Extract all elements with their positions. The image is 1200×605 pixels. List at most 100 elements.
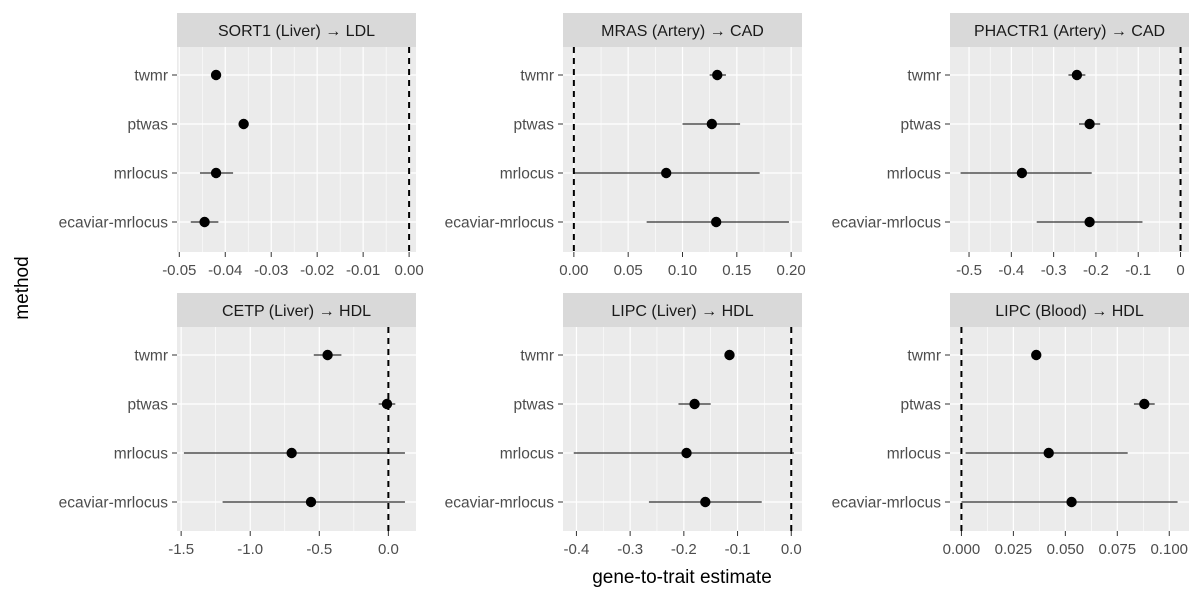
y-tick-label: ecaviar-mrlocus <box>59 495 169 512</box>
y-tick-label: twmr <box>134 348 168 365</box>
facet-panel-1: SORT1 (Liver) → LDL -0.05 -0.04 -0.03 -0.02-… <box>59 13 424 279</box>
point-ecaviar-mrlocus <box>1066 496 1077 508</box>
facet-strip <box>950 293 1189 327</box>
x-tick-label: 0.075 <box>1099 541 1137 558</box>
panel-background <box>177 327 416 531</box>
y-tick-label: mrlocus <box>114 446 169 463</box>
y-tick-label: twmr <box>520 348 554 365</box>
point-mrlocus <box>210 167 222 179</box>
x-tick-label: 0.100 <box>1150 541 1188 558</box>
point-ptwas <box>689 398 700 410</box>
point-twmr <box>712 69 723 81</box>
panel-background <box>177 47 416 252</box>
x-tick-label: -1.0 <box>237 541 263 558</box>
point-mrlocus <box>661 167 672 179</box>
x-tick-label: -0.3 <box>617 541 643 558</box>
x-tick-label: -0.02 <box>300 262 334 279</box>
point-twmr <box>210 69 222 81</box>
x-tick-label: 0.0 <box>378 541 399 558</box>
x-tick-label: -0.4 <box>998 262 1024 279</box>
facet-title: PHACTR1 (Artery) → CAD <box>974 23 1165 40</box>
point-ptwas <box>238 118 249 130</box>
point-mrlocus <box>1016 167 1028 179</box>
x-tick-label: 0.10 <box>668 262 697 279</box>
x-tick-label: 0.00 <box>395 262 424 279</box>
x-tick-label: 0.000 <box>943 541 981 558</box>
x-tick-label: -0.1 <box>725 541 751 558</box>
x-tick-label: -0.4 <box>563 541 589 558</box>
point-twmr <box>1071 69 1083 81</box>
y-tick-label: mrlocus <box>500 446 555 463</box>
x-axis-title: gene-to-trait estimate <box>592 567 772 588</box>
point-twmr <box>322 349 333 361</box>
y-tick-label: ptwas <box>901 397 942 414</box>
y-tick-label: twmr <box>520 68 554 85</box>
x-tick-label: -0.1 <box>1125 262 1151 279</box>
y-tick-label: ptwas <box>128 117 169 134</box>
facet-strip <box>563 293 802 327</box>
x-tick-label: -1.5 <box>168 541 194 558</box>
y-tick-label: mrlocus <box>887 446 942 463</box>
facet-panel-5: LIPC (Liver) → HDL -0.4 -0.3 -0.2 -0.1 0.0 twm… <box>445 293 802 558</box>
x-tick-label: -0.04 <box>208 262 242 279</box>
point-ecaviar-mrlocus <box>700 496 711 508</box>
x-tick-label: -0.3 <box>1041 262 1067 279</box>
facet-strip <box>177 13 416 47</box>
panel-background <box>950 47 1189 252</box>
point-ecaviar-mrlocus <box>710 216 722 228</box>
y-tick-label: twmr <box>134 68 168 85</box>
x-tick-label: -0.2 <box>671 541 697 558</box>
y-tick-label: ecaviar-mrlocus <box>445 495 555 512</box>
point-mrlocus <box>286 447 297 459</box>
point-ecaviar-mrlocus <box>305 496 317 508</box>
y-tick-label: ecaviar-mrlocus <box>832 215 942 232</box>
y-tick-label: ptwas <box>514 397 555 414</box>
y-tick-label: mrlocus <box>500 166 555 183</box>
x-tick-label: 0.025 <box>995 541 1033 558</box>
facet-strip <box>563 13 802 47</box>
y-tick-label: ptwas <box>514 117 555 134</box>
y-tick-label: ecaviar-mrlocus <box>59 215 169 232</box>
point-ecaviar-mrlocus <box>1084 216 1095 228</box>
point-twmr <box>724 349 735 361</box>
x-tick-label: 0.05 <box>614 262 643 279</box>
facet-panel-2: MRAS (Artery) → CAD 0.00 0.05 0.10 0.15 0.20 t… <box>445 13 806 279</box>
y-tick-label: ptwas <box>901 117 942 134</box>
facet-panel-3: PHACTR1 (Artery) → CAD -0.5 -0.4 -0.3 -0.2 -0… <box>832 13 1189 279</box>
x-tick-label: 0 <box>1176 262 1184 279</box>
facet-panel-6: LIPC (Blood) → HDL 0.000 0.025 0.050 0.075 0.… <box>832 293 1189 558</box>
y-axis-title: method <box>12 256 33 319</box>
facet-title: SORT1 (Liver) → LDL <box>218 23 375 40</box>
facet-title: LIPC (Liver) → HDL <box>611 303 753 320</box>
x-tick-label: -0.5 <box>306 541 332 558</box>
x-tick-label: -0.2 <box>1083 262 1109 279</box>
x-tick-label: 0.20 <box>777 262 806 279</box>
x-tick-label: 0.00 <box>559 262 588 279</box>
x-tick-label: 0.15 <box>722 262 751 279</box>
y-tick-label: twmr <box>907 68 941 85</box>
facet-title: CETP (Liver) → HDL <box>222 303 371 320</box>
x-tick-label: 0.050 <box>1047 541 1085 558</box>
x-tick-label: -0.5 <box>956 262 982 279</box>
facet-title: LIPC (Blood) → HDL <box>995 303 1144 320</box>
y-tick-label: twmr <box>907 348 941 365</box>
y-tick-label: ecaviar-mrlocus <box>832 495 942 512</box>
y-tick-label: ecaviar-mrlocus <box>445 215 555 232</box>
point-ptwas <box>381 398 393 410</box>
point-ptwas <box>706 118 718 130</box>
panel-background <box>950 327 1189 531</box>
x-tick-label: -0.03 <box>254 262 288 279</box>
y-tick-label: ptwas <box>128 397 169 414</box>
y-tick-label: mrlocus <box>887 166 942 183</box>
point-ptwas <box>1139 398 1150 410</box>
panel-background <box>563 327 802 531</box>
x-tick-label: -0.05 <box>162 262 196 279</box>
x-tick-label: -0.01 <box>346 262 380 279</box>
facet-strip <box>177 293 416 327</box>
facet-title: MRAS (Artery) → CAD <box>601 23 764 40</box>
point-ecaviar-mrlocus <box>199 216 210 228</box>
point-twmr <box>1031 349 1042 361</box>
point-ptwas <box>1084 118 1095 130</box>
